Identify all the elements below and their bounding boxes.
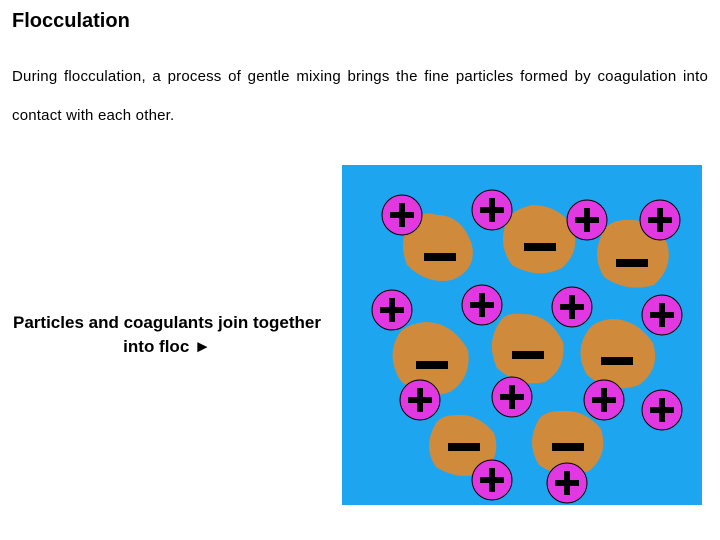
body-text: During flocculation, a process of gentle… xyxy=(12,57,708,135)
content-row: Particles and coagulants join together i… xyxy=(12,165,708,505)
page-title: Flocculation xyxy=(12,10,708,33)
diagram-caption: Particles and coagulants join together i… xyxy=(12,311,322,359)
flocculation-diagram xyxy=(342,165,702,505)
